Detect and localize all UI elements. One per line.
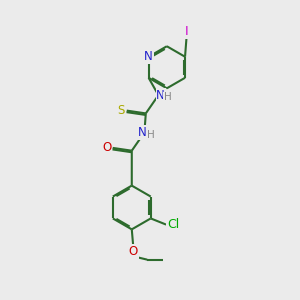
Text: S: S <box>117 104 124 117</box>
Text: Cl: Cl <box>167 218 179 231</box>
Text: O: O <box>128 245 138 258</box>
Text: N: N <box>144 50 153 63</box>
Text: H: H <box>147 130 154 140</box>
Text: N: N <box>156 89 165 102</box>
Text: O: O <box>102 141 111 154</box>
Text: I: I <box>184 25 188 38</box>
Text: N: N <box>138 126 146 139</box>
Text: H: H <box>164 92 171 102</box>
